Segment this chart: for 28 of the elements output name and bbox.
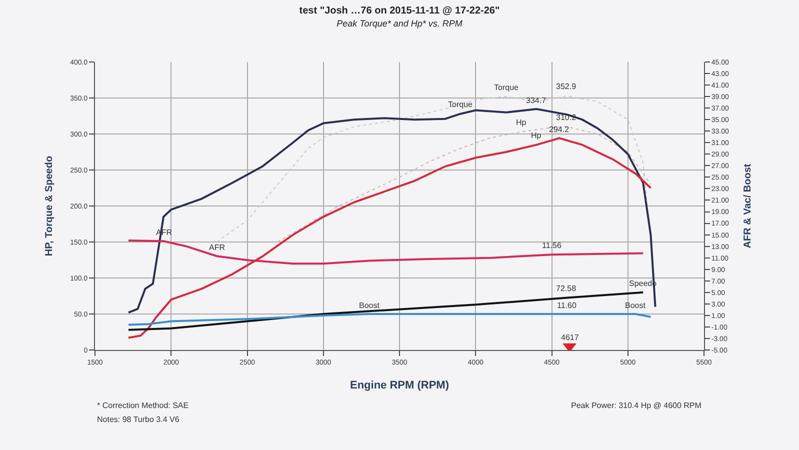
annotation: 334.7 [526,96,547,105]
annotation: AFR [209,243,226,252]
text: * Correction Method: SAE [97,401,189,410]
annotation: 11.60 [557,301,577,310]
text: Peak Power: 310.4 Hp @ 4600 RPM [571,401,702,410]
y2-axis-title: AFR & Vac/ Boost [742,163,754,248]
annotation: 294.2 [549,125,570,134]
chart-subtitle: Peak Torque* and Hp* vs. RPM [336,18,463,28]
annotation: 352.9 [556,82,577,91]
line-series [128,313,652,326]
line-series [128,108,656,314]
annotation: Hp [531,131,542,140]
line-series [277,126,652,242]
y-axis-title: HP, Torque & Speedo [44,156,56,256]
annotation: Torque [494,83,520,92]
text: Notes: 98 Turbo 3.4 V6 [97,415,180,424]
annotation: 4617 [561,333,580,342]
annotation: Boost [625,301,646,310]
line-series [128,291,644,331]
annotation: 72.58 [556,284,577,293]
annotation: Torque [448,100,474,109]
chart-title: test "Josh …76 on 2015-11-11 @ 17-22-26" [299,6,500,16]
line-series [128,240,644,265]
annotation: Boost [359,301,380,310]
annotation: 11.56 [542,241,562,250]
annotation: 310.2 [556,113,577,122]
x-axis-title: Engine RPM (RPM) [350,380,450,392]
annotation: Hp [516,118,527,127]
